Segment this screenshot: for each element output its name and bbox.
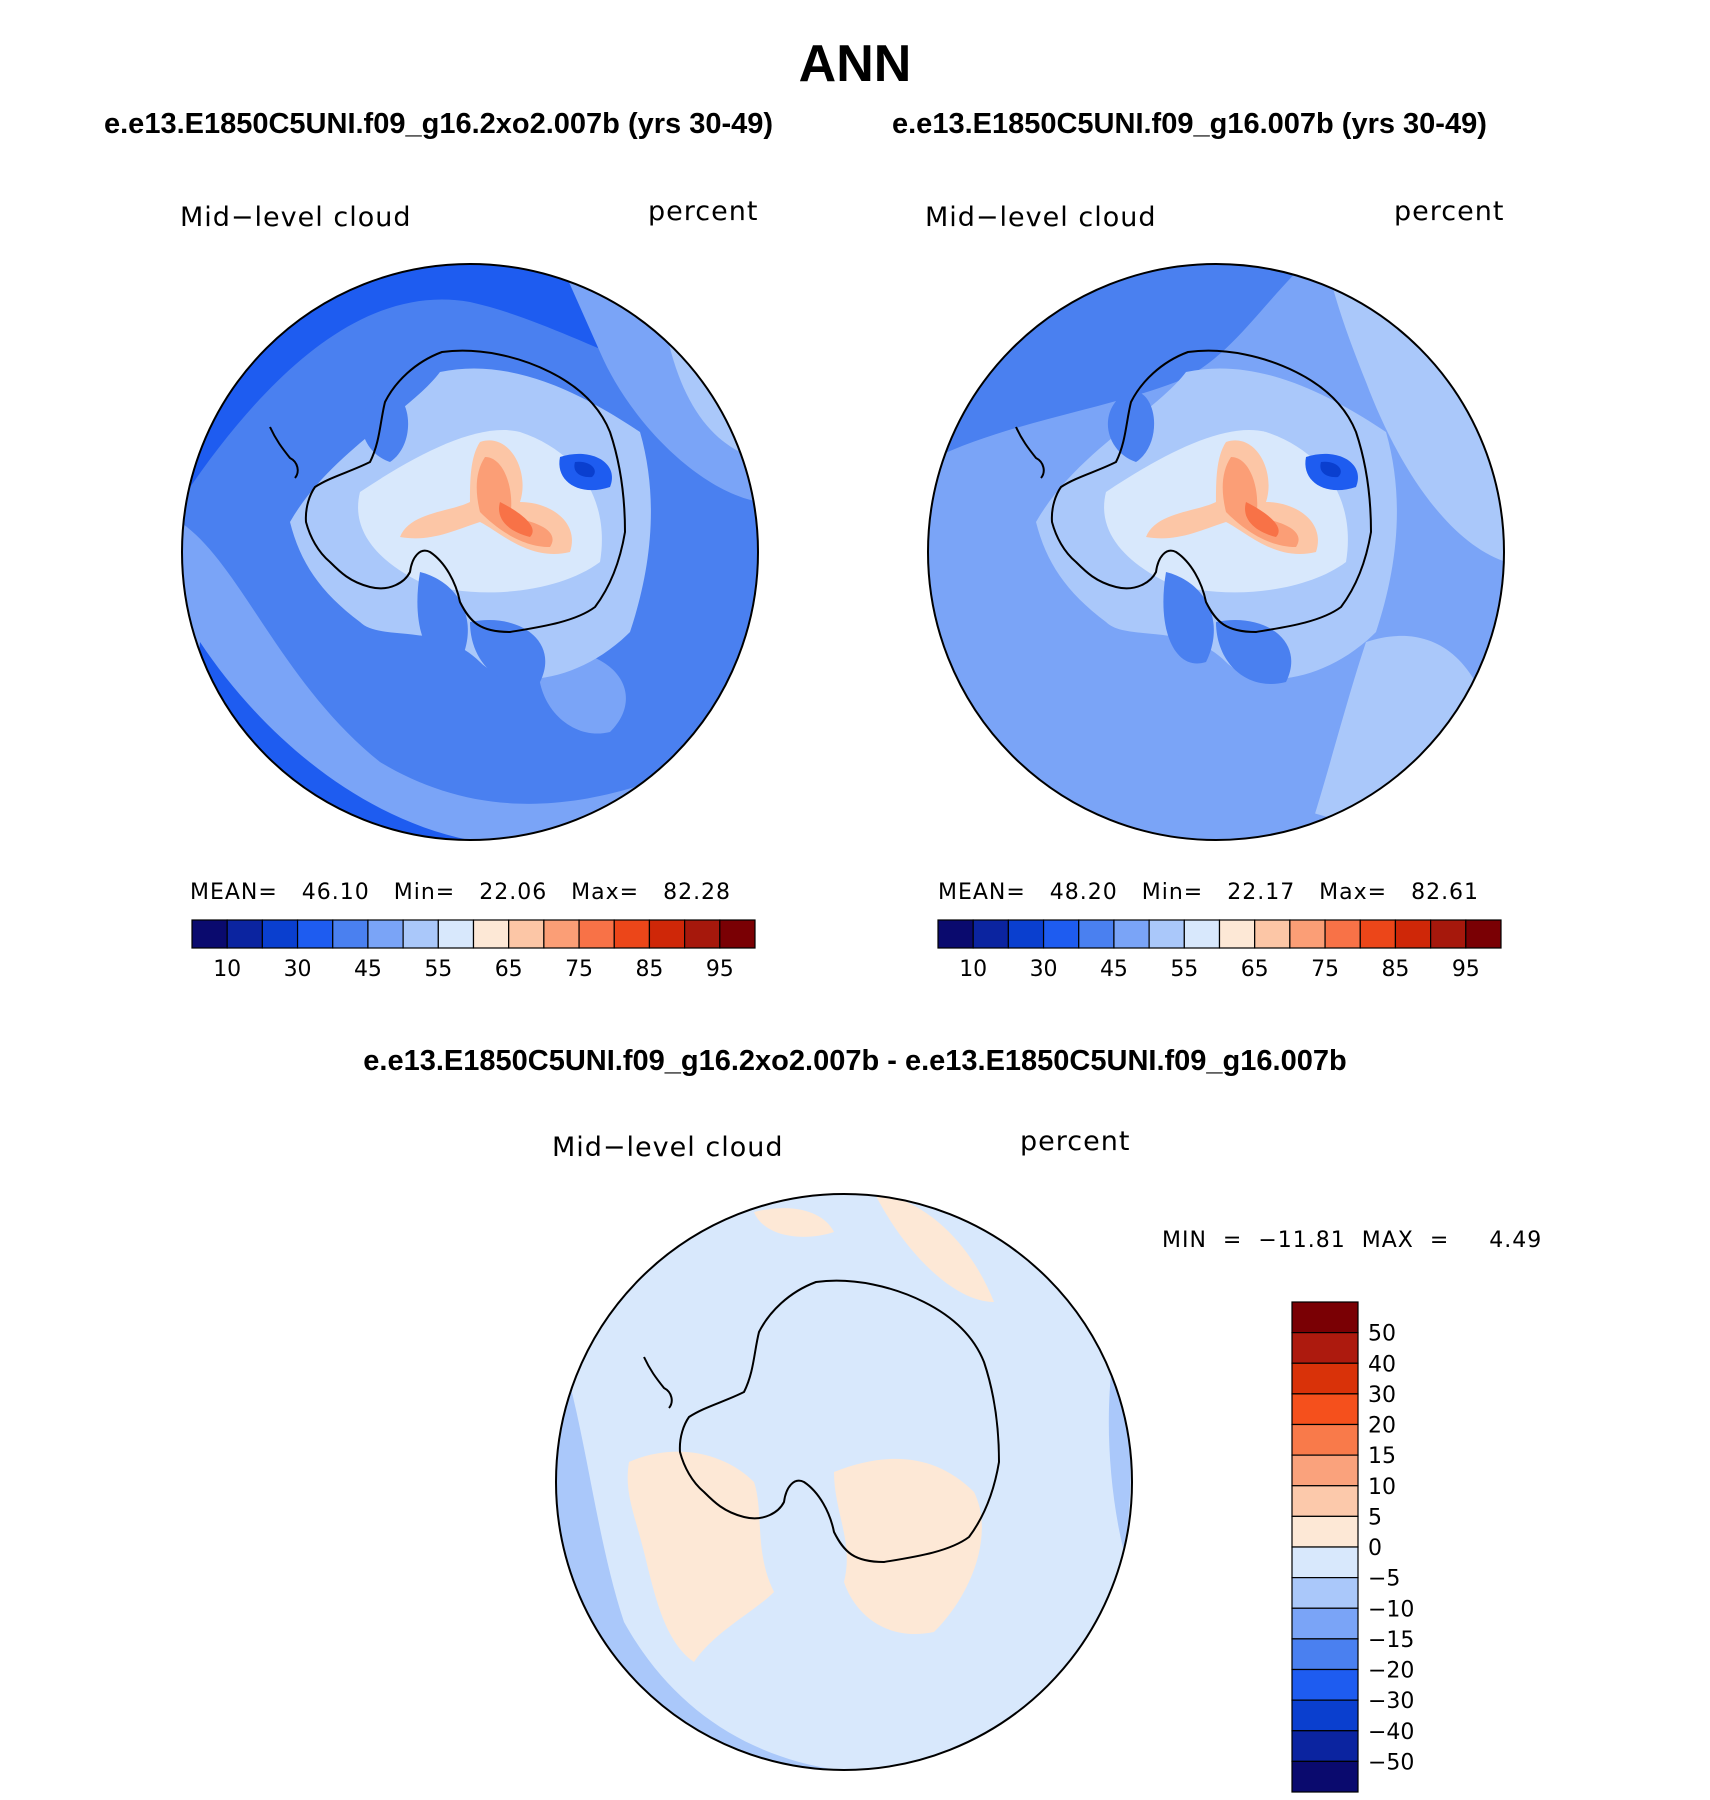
colorbar-box	[1291, 1546, 1359, 1579]
colorbar-box	[437, 919, 475, 949]
units-label-left: percent	[648, 196, 759, 227]
colorbar-label: 20	[1368, 1414, 1396, 1439]
colorbar-label: −40	[1368, 1720, 1414, 1745]
colorbar-box	[613, 919, 651, 949]
stats-diff: MIN = −11.81 MAX = 4.49	[1162, 1228, 1543, 1253]
colorbar-label: 30	[1030, 957, 1058, 982]
colorbar-box	[508, 919, 545, 949]
colorbar-label: −5	[1368, 1567, 1400, 1592]
colorbar-box	[367, 919, 404, 949]
stats-left: MEAN= 46.10 Min= 22.06 Max= 82.28	[190, 880, 732, 905]
colorbar-label: 10	[213, 957, 241, 982]
colorbar-label: −50	[1368, 1750, 1414, 1775]
colorbar-label: 10	[1368, 1475, 1396, 1500]
case-title-left: e.e13.E1850C5UNI.f09_g16.2xo2.007b (yrs …	[104, 108, 774, 140]
colorbar-box	[1218, 919, 1256, 949]
stats-right: MEAN= 48.20 Min= 22.17 Max= 82.61	[938, 880, 1480, 905]
colorbar-box	[1291, 1577, 1359, 1609]
colorbar-label: 75	[1311, 957, 1339, 982]
colorbar-label: −15	[1368, 1628, 1414, 1653]
colorbar-box	[1430, 919, 1467, 949]
colorbar-box	[191, 919, 228, 949]
colorbar-box	[1291, 1760, 1359, 1793]
colorbar-label: 65	[495, 957, 523, 982]
map-panel-right	[927, 263, 1505, 841]
colorbar-box	[472, 919, 510, 949]
colorbar-box	[1394, 919, 1432, 949]
colorbar-label: 65	[1241, 957, 1269, 982]
colorbar-box	[1148, 919, 1185, 949]
colorbar-box	[1324, 919, 1361, 949]
colorbar-right: 10 30 45 55 65 75 85 95	[937, 919, 1502, 982]
colorbar-box	[1291, 1485, 1359, 1517]
colorbar-label: 55	[1170, 957, 1198, 982]
colorbar-box	[1465, 919, 1502, 949]
colorbar-box	[332, 919, 369, 949]
colorbar-label: 15	[1368, 1444, 1396, 1469]
colorbar-box	[1291, 1699, 1359, 1732]
colorbar-box	[1291, 1730, 1359, 1762]
colorbar-box	[1359, 919, 1397, 949]
colorbar-box	[296, 919, 334, 949]
colorbar-box	[1289, 919, 1326, 949]
colorbar-box	[648, 919, 686, 949]
colorbar-box	[226, 919, 263, 949]
colorbar-label: 85	[1381, 957, 1409, 982]
colorbar-label: −20	[1368, 1659, 1414, 1684]
colorbar-label: 30	[284, 957, 312, 982]
colorbar-label: 45	[354, 957, 382, 982]
colorbar-label: 75	[565, 957, 593, 982]
colorbar-label: 95	[706, 957, 734, 982]
colorbar-box	[1291, 1668, 1359, 1701]
colorbar-label: 40	[1368, 1352, 1396, 1377]
colorbar-label: 85	[635, 957, 663, 982]
colorbar-box	[1291, 1393, 1359, 1426]
colorbar-box	[1291, 1607, 1359, 1640]
colorbar-label: 50	[1368, 1322, 1396, 1347]
variable-label-left: Mid−level cloud	[180, 202, 412, 233]
colorbar-box	[1254, 919, 1291, 949]
main-title: ANN	[798, 35, 912, 93]
colorbar-box	[972, 919, 1009, 949]
colorbar-box	[1183, 919, 1221, 949]
colorbar-box	[1291, 1515, 1359, 1548]
units-label-diff: percent	[1020, 1126, 1131, 1157]
colorbar-label: −10	[1368, 1597, 1414, 1622]
colorbar-box	[684, 919, 721, 949]
map-panel-diff	[555, 1193, 1133, 1771]
difference-title: e.e13.E1850C5UNI.f09_g16.2xo2.007b - e.e…	[363, 1045, 1347, 1077]
colorbar-label: 0	[1368, 1536, 1382, 1561]
colorbar-label: −30	[1368, 1689, 1414, 1714]
colorbar-label: 55	[424, 957, 452, 982]
colorbar-label: 45	[1100, 957, 1128, 982]
colorbar-box	[1113, 919, 1150, 949]
colorbar-box	[1291, 1301, 1359, 1334]
map-panel-left	[181, 263, 759, 841]
colorbar-box	[719, 919, 756, 949]
colorbar-box	[1007, 919, 1045, 949]
colorbar-box	[402, 919, 439, 949]
colorbar-box	[543, 919, 580, 949]
colorbar-box	[937, 919, 974, 949]
colorbar-left: 10 30 45 55 65 75 85 95	[191, 919, 756, 982]
colorbar-label: 95	[1452, 957, 1480, 982]
colorbar-box	[1291, 1638, 1359, 1671]
case-title-right: e.e13.E1850C5UNI.f09_g16.007b (yrs 30-49…	[892, 108, 1487, 140]
colorbar-label: 10	[959, 957, 987, 982]
colorbar-box	[1291, 1454, 1359, 1487]
colorbar-box	[1291, 1423, 1359, 1456]
colorbar-box	[1291, 1362, 1359, 1395]
colorbar-box	[578, 919, 615, 949]
colorbar-label: 30	[1368, 1383, 1396, 1408]
colorbar-box	[1291, 1332, 1359, 1364]
colorbar-box	[1078, 919, 1115, 949]
colorbar-label: 5	[1368, 1505, 1382, 1530]
units-label-right: percent	[1394, 196, 1505, 227]
variable-label-right: Mid−level cloud	[925, 202, 1157, 233]
variable-label-diff: Mid−level cloud	[552, 1132, 784, 1163]
colorbar-box	[261, 919, 299, 949]
colorbar-box	[1042, 919, 1080, 949]
